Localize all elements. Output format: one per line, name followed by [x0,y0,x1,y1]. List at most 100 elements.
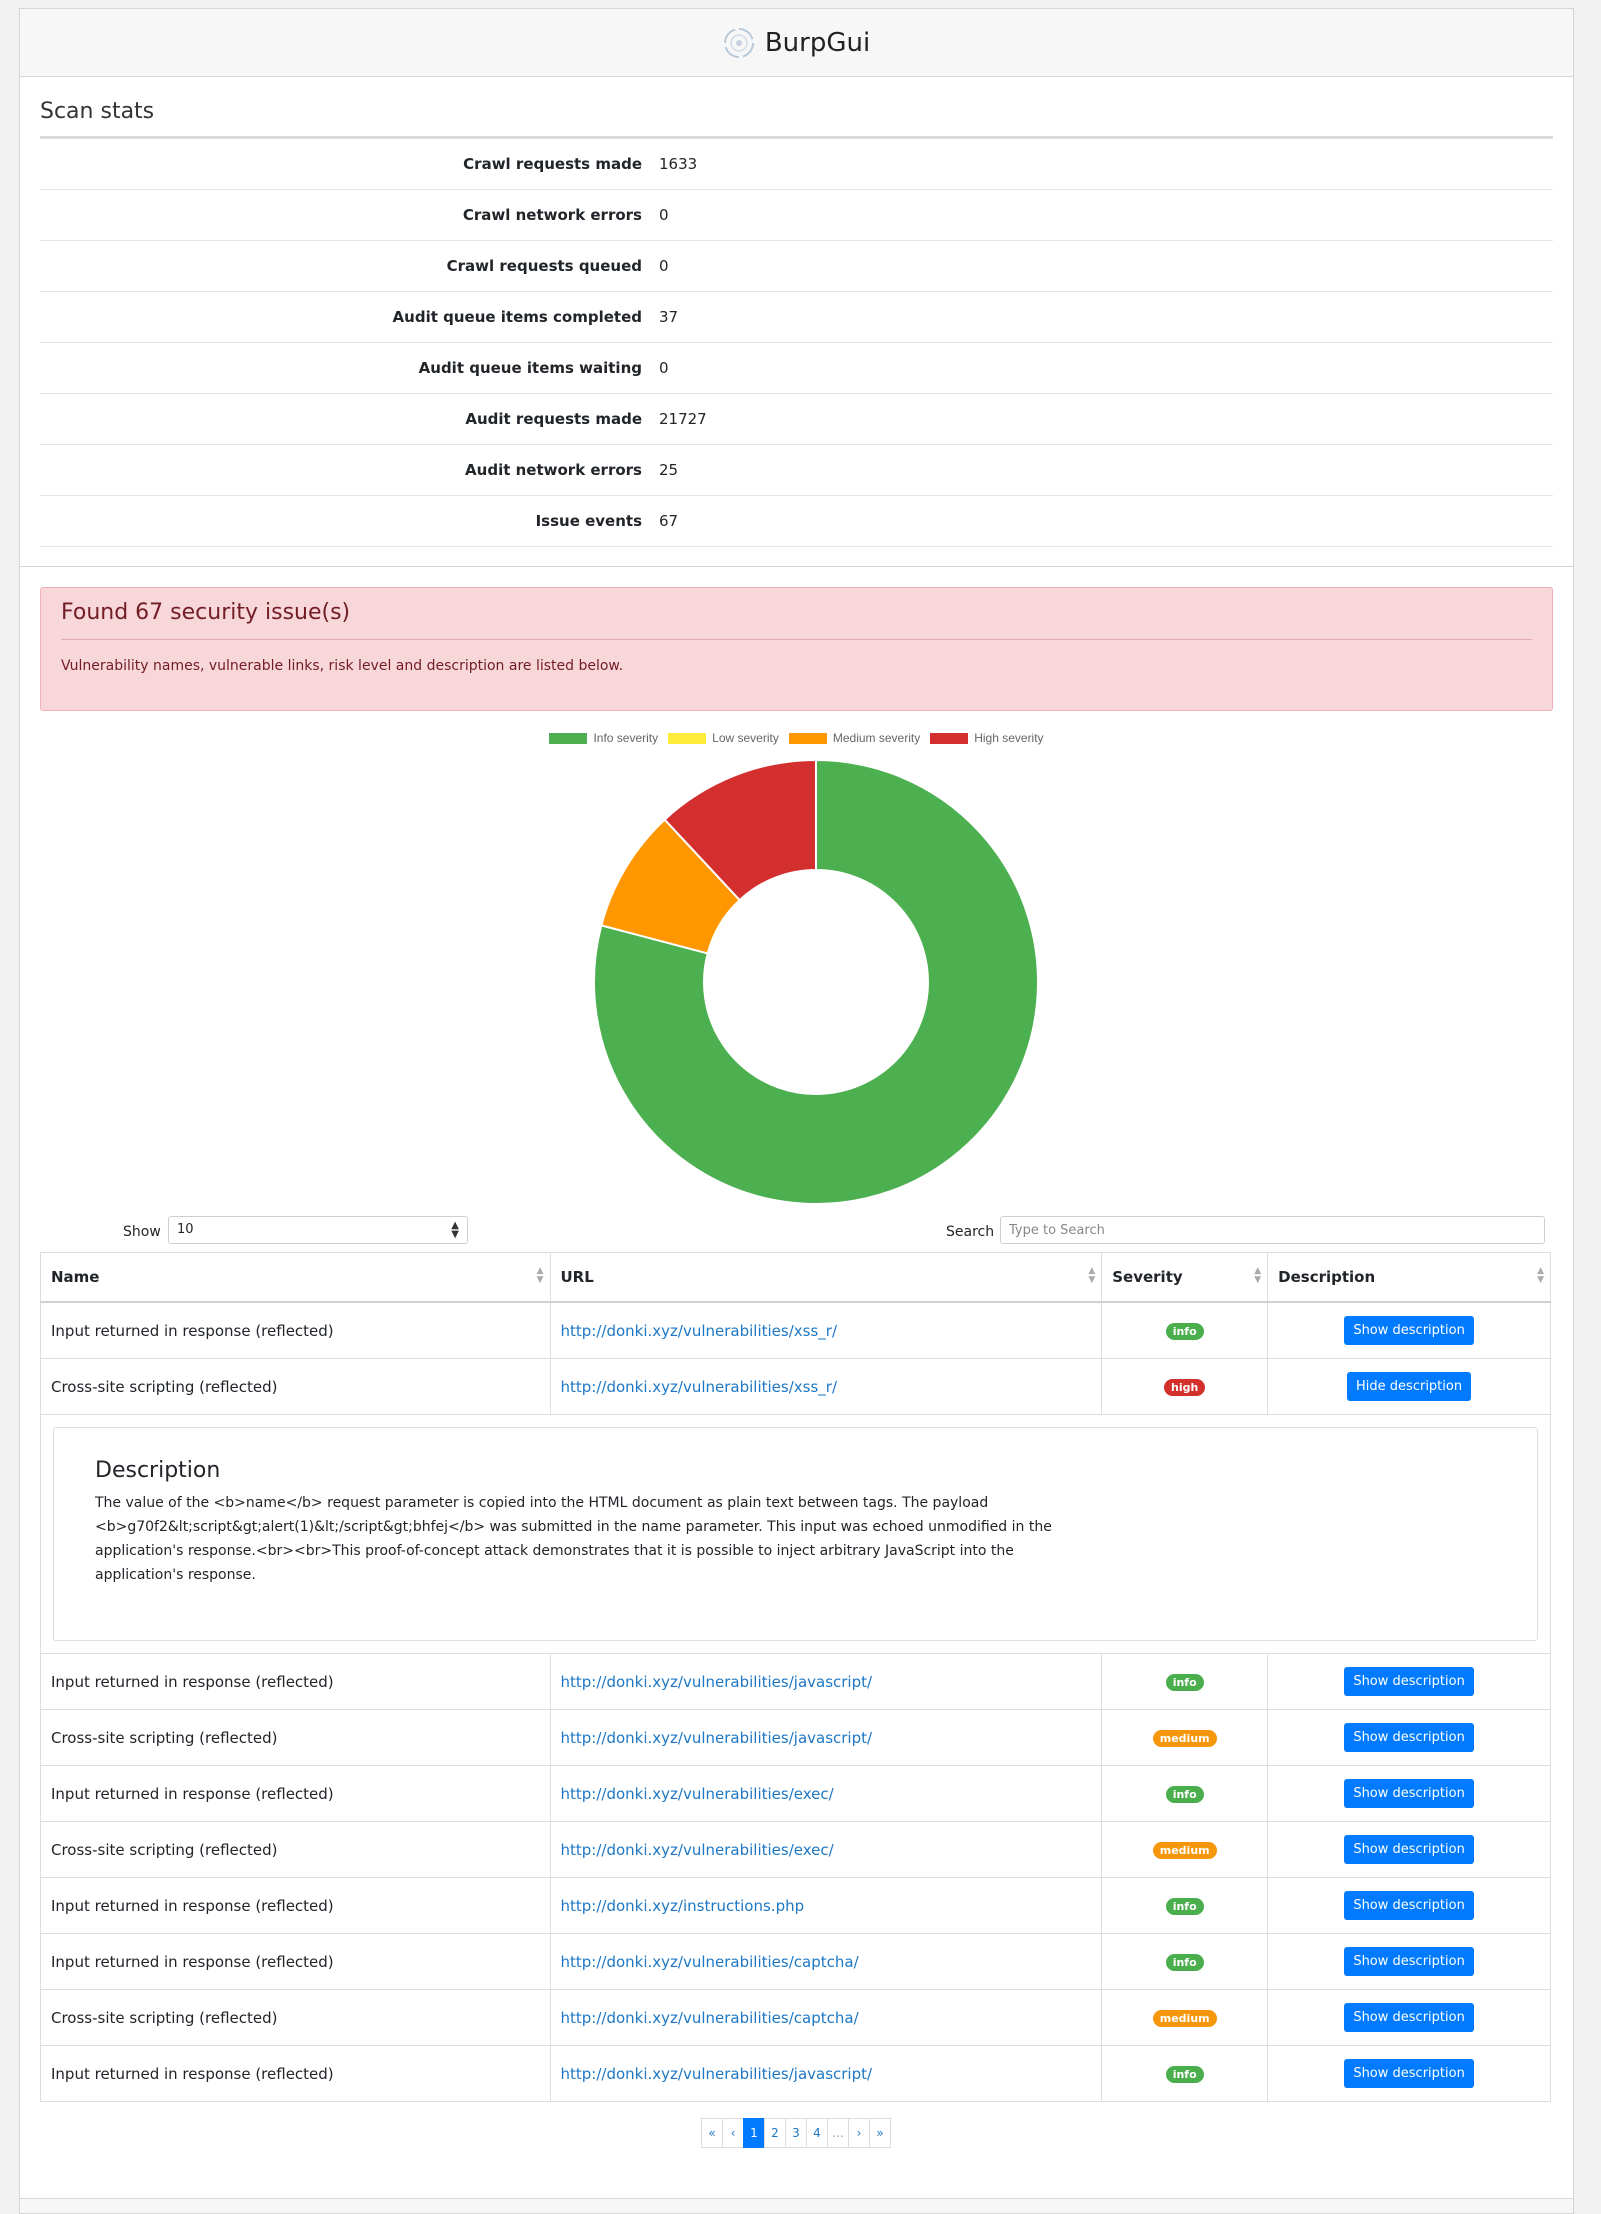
scan-stats-section: Scan stats Crawl requests made 1633 Crawl … [20,77,1573,567]
issue-url-link[interactable]: http://donki.xyz/vulnerabilities/javascr… [560,2064,873,2083]
page-link[interactable]: 3 [785,2118,807,2148]
app-title: BurpGui [764,27,871,58]
issue-name: Input returned in response (reflected) [40,2045,551,2102]
legend-item[interactable]: High severity [930,731,1044,745]
issues-alert: Found 67 security issue(s) Vulnerability… [40,587,1553,711]
sort-icon: ▲ ▼ [1088,1266,1096,1285]
column-header-description[interactable]: Description ▲ ▼ [1267,1252,1551,1303]
issue-url-cell: http://donki.xyz/instructions.php [549,1877,1103,1934]
table-row: Input returned in response (reflected) ht… [40,1301,1551,1359]
page-link[interactable]: 1 [743,2118,765,2148]
issue-description-cell: Show description [1267,1821,1551,1878]
issues-alert-title: Found 67 security issue(s) [61,588,1532,640]
issue-url-cell: http://donki.xyz/vulnerabilities/captcha… [549,1989,1103,2046]
stat-label: Crawl requests queued [40,240,658,292]
table-row: Input returned in response (reflected) ht… [40,1765,1551,1822]
issue-url-cell: http://donki.xyz/vulnerabilities/exec/ [549,1765,1103,1822]
stat-label: Crawl requests made [40,139,658,190]
issue-name: Cross-site scripting (reflected) [40,1821,551,1878]
issue-severity-cell: info [1101,1933,1269,1990]
stat-value: 0 [658,342,1553,394]
legend-label: High severity [974,731,1044,745]
legend-item[interactable]: Low severity [668,731,779,745]
stat-label: Issue events [40,495,658,547]
table-row: Cross-site scripting (reflected) http://d… [40,1709,1551,1766]
target-logo-icon [723,27,754,58]
toggle-description-button[interactable]: Show description [1344,1779,1474,1808]
stat-row: Issue events 67 [40,495,1553,547]
legend-label: Medium severity [832,731,921,745]
select-arrows-icon: ▲ ▼ [451,1220,459,1240]
issue-name: Input returned in response (reflected) [40,1301,551,1359]
issue-url-cell: http://donki.xyz/vulnerabilities/javascr… [549,1709,1103,1766]
issue-url-link[interactable]: http://donki.xyz/vulnerabilities/exec/ [560,1784,834,1803]
toggle-description-button[interactable]: Show description [1344,1316,1474,1345]
page-link[interactable]: 2 [764,2118,786,2148]
issue-url-cell: http://donki.xyz/vulnerabilities/exec/ [549,1821,1103,1878]
toggle-description-button[interactable]: Hide description [1347,1372,1472,1401]
severity-badge: info [1165,1786,1204,1803]
issue-url-link[interactable]: http://donki.xyz/vulnerabilities/captcha… [560,1952,859,1971]
issue-severity-cell: medium [1101,1821,1269,1878]
stat-row: Audit requests made 21727 [40,393,1553,445]
page-link[interactable]: » [869,2118,891,2148]
issues-alert-text: Vulnerability names, vulnerable links, r… [61,658,624,674]
issue-name: Cross-site scripting (reflected) [40,1358,551,1415]
stat-label: Audit queue items completed [40,291,658,343]
issue-url-cell: http://donki.xyz/vulnerabilities/javascr… [549,2045,1103,2102]
severity-badge: info [1165,2066,1204,2083]
description-row: Description The value of the <b>name</b> … [40,1414,1551,1654]
issue-url-link[interactable]: http://donki.xyz/vulnerabilities/captcha… [560,2008,859,2027]
legend-item[interactable]: Medium severity [788,731,921,745]
toggle-description-button[interactable]: Show description [1344,1667,1474,1696]
severity-badge: info [1165,1674,1204,1691]
issue-url-link[interactable]: http://donki.xyz/instructions.php [560,1896,805,1915]
toggle-description-button[interactable]: Show description [1344,1891,1474,1920]
issue-url-link[interactable]: http://donki.xyz/vulnerabilities/xss_r/ [560,1321,838,1340]
table-row: Input returned in response (reflected) ht… [40,1653,1551,1710]
scan-stats-title: Scan stats [40,77,1553,139]
page-link[interactable]: ... [827,2118,849,2148]
column-header-severity[interactable]: Severity ▲ ▼ [1101,1252,1269,1303]
page-size-select[interactable]: 10 ▲ ▼ [168,1216,468,1244]
issue-url-link[interactable]: http://donki.xyz/vulnerabilities/javascr… [560,1728,873,1747]
legend-item[interactable]: Info severity [549,731,658,745]
table-row: Input returned in response (reflected) ht… [40,2045,1551,2102]
issue-description-cell: Show description [1267,1301,1551,1359]
issue-description-cell: Show description [1267,2045,1551,2102]
stat-row: Audit queue items waiting 0 [40,342,1553,394]
issue-url-cell: http://donki.xyz/vulnerabilities/xss_r/ [549,1301,1103,1359]
toggle-description-button[interactable]: Show description [1344,2003,1474,2032]
toggle-description-button[interactable]: Show description [1344,2059,1474,2088]
issue-url-link[interactable]: http://donki.xyz/vulnerabilities/exec/ [560,1840,834,1859]
table-row: Cross-site scripting (reflected) http://d… [40,1358,1551,1415]
issue-url-cell: http://donki.xyz/vulnerabilities/captcha… [549,1933,1103,1990]
table-row: Cross-site scripting (reflected) http://d… [40,1821,1551,1878]
stat-row: Crawl requests made 1633 [40,139,1553,190]
page-link[interactable]: ‹ [722,2118,744,2148]
chart-legend: Info severity Low severity Medium severity… [40,731,1553,745]
toggle-description-button[interactable]: Show description [1344,1947,1474,1976]
pie-slice-high-severity[interactable] [663,758,817,902]
search-label: Search [946,1224,995,1240]
severity-badge: info [1165,1898,1204,1915]
column-header-name[interactable]: Name ▲ ▼ [40,1252,551,1303]
toggle-description-button[interactable]: Show description [1344,1723,1474,1752]
legend-swatch [788,732,827,744]
issue-url-link[interactable]: http://donki.xyz/vulnerabilities/xss_r/ [560,1377,838,1396]
stat-row: Crawl network errors 0 [40,189,1553,241]
issue-url-link[interactable]: http://donki.xyz/vulnerabilities/javascr… [560,1672,873,1691]
page-link[interactable]: › [848,2118,870,2148]
toggle-description-button[interactable]: Show description [1344,1835,1474,1864]
sort-icon: ▲ ▼ [1537,1266,1544,1285]
page-link[interactable]: « [701,2118,723,2148]
search-input[interactable] [1000,1216,1545,1244]
stat-value: 67 [658,495,1553,547]
issues-table-header: Name ▲ ▼ URL ▲ ▼ Severity ▲ ▼ Description ▲ ▼ [40,1252,1551,1303]
issue-name: Input returned in response (reflected) [40,1765,551,1822]
column-header-url[interactable]: URL ▲ ▼ [549,1252,1103,1303]
sort-icon: ▲ ▼ [536,1266,544,1285]
pagination: «‹ 1 2 3 4... ›» [40,2118,1553,2148]
pie-slice-info-severity[interactable] [593,758,1039,1205]
page-link[interactable]: 4 [806,2118,828,2148]
